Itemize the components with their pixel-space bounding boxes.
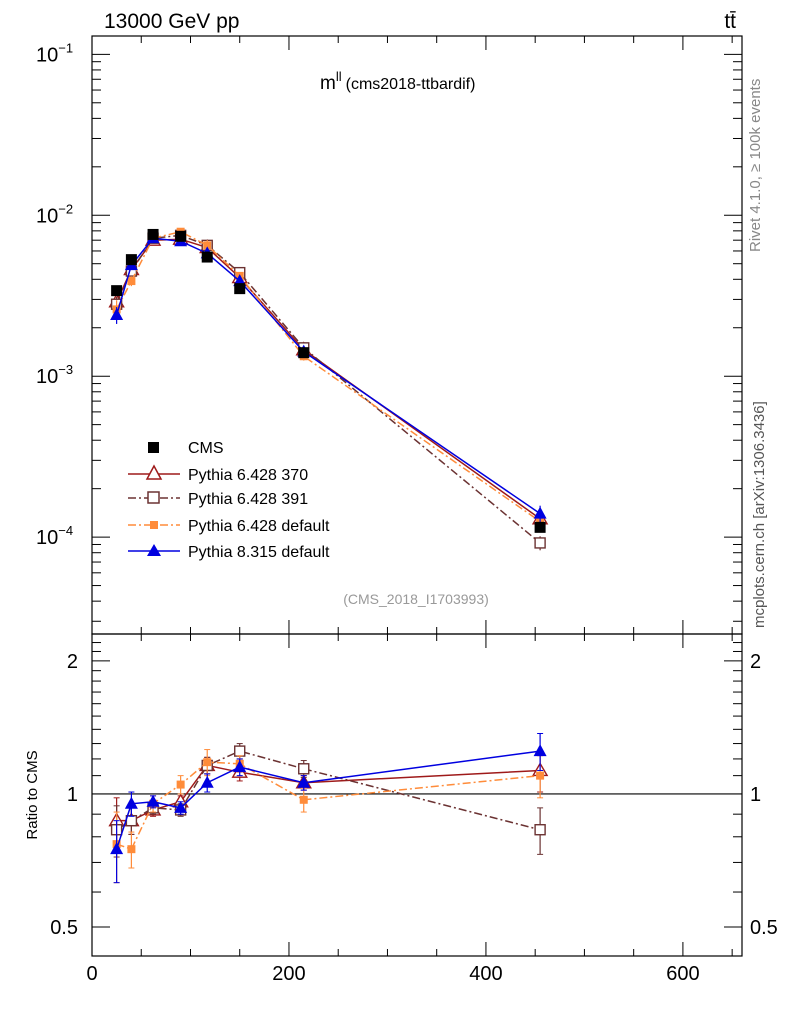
plot-title-main: m bbox=[320, 73, 336, 94]
data-point bbox=[147, 228, 159, 240]
y-tick-label-base: 10 bbox=[36, 527, 58, 549]
series-1-point bbox=[534, 537, 546, 549]
ratio-y-tick-label-right: 0.5 bbox=[750, 917, 778, 939]
ratio-y-tick-label-right: 2 bbox=[750, 651, 761, 673]
data-point bbox=[111, 285, 123, 297]
data-point bbox=[175, 230, 187, 242]
legend-marker-series-1 bbox=[147, 491, 160, 504]
ratio-1-point bbox=[234, 745, 246, 757]
legend-marker-cms bbox=[148, 442, 159, 453]
y-tick-label: 10−1 bbox=[36, 40, 73, 66]
plot-title-sup: ll bbox=[336, 69, 342, 84]
series-line-2 bbox=[115, 230, 541, 523]
ratio-3-point bbox=[124, 796, 138, 809]
series-3-point bbox=[233, 274, 247, 287]
ratio-2-point bbox=[127, 845, 136, 854]
legend-label-series-0: Pythia 6.428 370 bbox=[188, 467, 308, 484]
plot-title-rest: (cms2018-ttbardif) bbox=[346, 76, 476, 93]
plot-title: mll (cms2018-ttbardif) bbox=[320, 69, 475, 94]
series-line-1 bbox=[115, 234, 541, 544]
main-panel-marks bbox=[108, 227, 549, 551]
ratio-1-point bbox=[534, 824, 546, 836]
ratio-3-point bbox=[233, 760, 247, 773]
y-tick-label-base: 10 bbox=[36, 366, 58, 388]
ratio-panel-frame bbox=[91, 633, 743, 957]
ratio-2-point bbox=[536, 771, 545, 780]
x-tick-label: 200 bbox=[272, 963, 305, 985]
y-tick-label: 10−4 bbox=[36, 523, 73, 549]
ratio-1-point bbox=[298, 763, 310, 775]
y-tick-label-exp: −4 bbox=[58, 523, 73, 538]
x-tick-label: 0 bbox=[86, 963, 97, 985]
x-tick-label: 400 bbox=[469, 963, 502, 985]
series-3-point bbox=[533, 506, 547, 519]
y-tick-label-base: 10 bbox=[36, 205, 58, 227]
legend-marker-series-2 bbox=[150, 521, 158, 529]
data-point bbox=[201, 251, 213, 263]
analysis-watermark: (CMS_2018_I1703993) bbox=[343, 591, 489, 607]
legend: CMS Pythia 6.428 370 Pythia 6.428 391 Py… bbox=[128, 440, 330, 561]
y-tick-label-exp: −2 bbox=[58, 201, 73, 216]
ratio-2-point bbox=[299, 795, 308, 804]
series-3-point bbox=[110, 308, 124, 321]
legend-label-series-1: Pythia 6.428 391 bbox=[188, 491, 308, 508]
ratio-3-point bbox=[146, 794, 160, 807]
ratio-line-3 bbox=[115, 750, 541, 850]
ratio-y-tick-label-right: 1 bbox=[750, 784, 761, 806]
legend-label-series-3: Pythia 8.315 default bbox=[188, 544, 330, 561]
series-line-3 bbox=[115, 237, 541, 515]
series-2-point bbox=[127, 277, 136, 286]
ratio-3-point bbox=[297, 775, 311, 788]
y-tick-label: 10−2 bbox=[36, 201, 73, 227]
legend-label-series-2: Pythia 6.428 default bbox=[188, 518, 330, 535]
data-point bbox=[234, 283, 246, 295]
process-label: tt̄ bbox=[724, 10, 736, 33]
y-tick-label-exp: −3 bbox=[58, 362, 73, 377]
ratio-y-tick-label: 1 bbox=[67, 784, 78, 806]
ratio-3-point bbox=[200, 775, 214, 788]
energy-label: 13000 GeV pp bbox=[104, 10, 239, 33]
ratio-3-point bbox=[110, 842, 124, 855]
ratio-ylabel: Ratio to CMS bbox=[24, 750, 41, 839]
x-tick-label: 600 bbox=[666, 963, 699, 985]
rivet-version-label: Rivet 4.1.0, ≥ 100k events bbox=[747, 79, 764, 252]
ratio-2-point bbox=[203, 758, 212, 767]
ratio-1-point bbox=[125, 814, 138, 827]
y-tick-label: 10−3 bbox=[36, 362, 73, 388]
ratio-y-tick-label: 0.5 bbox=[50, 917, 78, 939]
ratio-3-point bbox=[174, 800, 188, 813]
data-point bbox=[125, 254, 137, 266]
data-point bbox=[298, 347, 310, 359]
legend-label-cms: CMS bbox=[188, 440, 224, 457]
data-point bbox=[534, 521, 546, 533]
ratio-2-point bbox=[176, 780, 185, 789]
source-label: mcplots.cern.ch [arXiv:1306.3436] bbox=[751, 401, 768, 628]
ratio-line-2 bbox=[116, 761, 541, 851]
series-2-point bbox=[203, 241, 212, 250]
y-tick-label-exp: −1 bbox=[58, 40, 73, 55]
legend-marker-series-0 bbox=[145, 464, 163, 480]
ratio-panel-marks bbox=[92, 732, 742, 884]
ratio-y-tick-label: 2 bbox=[67, 651, 78, 673]
y-tick-label-base: 10 bbox=[36, 44, 58, 66]
ratio-3-point bbox=[533, 744, 547, 757]
legend-marker-series-3 bbox=[147, 544, 161, 556]
